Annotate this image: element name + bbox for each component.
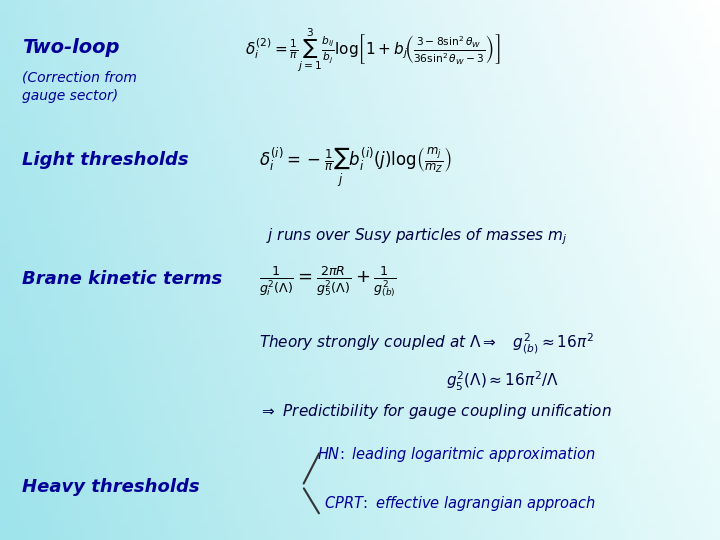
Text: Heavy thresholds: Heavy thresholds bbox=[22, 478, 199, 496]
Text: $\frac{1}{g_i^2(\Lambda)} = \frac{2\pi R}{g_5^2(\Lambda)} + \frac{1}{g_{(b)}^2}$: $\frac{1}{g_i^2(\Lambda)} = \frac{2\pi R… bbox=[259, 265, 397, 299]
Text: Two-loop: Two-loop bbox=[22, 38, 119, 57]
Text: Brane kinetic terms: Brane kinetic terms bbox=[22, 270, 222, 288]
Text: $HN\!:$ leading logaritmic approximation: $HN\!:$ leading logaritmic approximation bbox=[317, 446, 595, 464]
Text: $g_5^2(\Lambda)\approx 16\pi^2/\Lambda$: $g_5^2(\Lambda)\approx 16\pi^2/\Lambda$ bbox=[446, 370, 559, 393]
Text: Light thresholds: Light thresholds bbox=[22, 151, 188, 169]
Text: Theory strongly coupled at $\Lambda \Rightarrow$   $g_{(b)}^2 \approx 16\pi^2$: Theory strongly coupled at $\Lambda \Rig… bbox=[259, 332, 594, 356]
Text: $\delta_i^{(i)} = -\frac{1}{\pi}\sum_j b_i^{(i)}(j)\log\!\left(\frac{m_j}{m_Z}\r: $\delta_i^{(i)} = -\frac{1}{\pi}\sum_j b… bbox=[259, 146, 452, 190]
Text: $j$ runs over Susy particles of masses $m_j$: $j$ runs over Susy particles of masses $… bbox=[266, 227, 567, 247]
Text: $CPRT\!:$ effective lagrangian approach: $CPRT\!:$ effective lagrangian approach bbox=[324, 494, 596, 513]
Text: $\Rightarrow$ $\it{Predictibility\ for\ gauge\ coupling\ unification}$: $\Rightarrow$ $\it{Predictibility\ for\ … bbox=[259, 402, 612, 421]
Text: $\delta_i^{(2)} = \frac{1}{\pi}\sum_{j=1}^{3}\frac{b_{ij}}{b_j}\log\!\left[1+b_j: $\delta_i^{(2)} = \frac{1}{\pi}\sum_{j=1… bbox=[245, 27, 500, 75]
Text: (Correction from
gauge sector): (Correction from gauge sector) bbox=[22, 70, 137, 103]
